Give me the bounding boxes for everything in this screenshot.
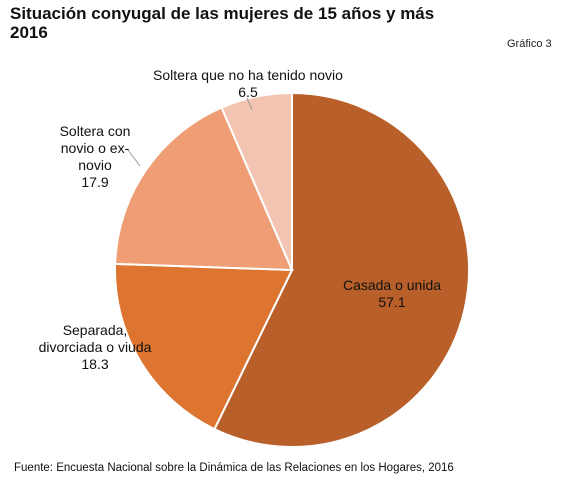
slice-value-1: 57.1: [378, 294, 405, 310]
slice-value-3: 17.9: [81, 174, 108, 190]
figure-number: Gráfico 3: [507, 38, 552, 50]
slice-label-line: Soltera que no ha tenido novio: [153, 67, 343, 83]
slice-label-line: Soltera con: [60, 123, 131, 139]
pie-slice-3: [114, 106, 294, 272]
chart-title-line2: 2016: [10, 23, 48, 42]
slice-label-line: divorciada o viuda: [39, 339, 152, 355]
slice-label-line: Separada,: [63, 322, 128, 338]
chart-title: Situación conyugal de las mujeres de 15 …: [10, 4, 480, 42]
slice-value-4: 6.5: [238, 84, 258, 100]
slice-labels: Casada o unida 57.1 Separada, divorciada o …: [39, 67, 442, 372]
slice-label-1: Casada o unida 57.1: [343, 277, 441, 310]
pie-slices: [114, 91, 470, 448]
chart-title-line1: Situación conyugal de las mujeres de 15 …: [10, 4, 435, 23]
leader-lines: [127, 97, 253, 167]
slice-label-line: novio: [78, 157, 112, 173]
slice-label-line: Casada o unida: [343, 277, 441, 293]
pie-slice-2: [114, 262, 294, 431]
pie-slice-1: [213, 91, 470, 448]
leader-line-4: [246, 97, 253, 111]
source-note: Fuente: Encuesta Nacional sobre la Dinám…: [14, 462, 454, 474]
slice-label-2: Separada, divorciada o viuda 18.3: [39, 322, 152, 372]
pie-slice-4: [220, 91, 293, 271]
slice-label-4: Soltera que no ha tenido novio 6.5: [153, 67, 343, 100]
slice-label-3: Soltera con novio o ex-novio 17.9: [60, 123, 131, 190]
slice-label-line: novio o ex-: [61, 140, 130, 156]
leader-line-3: [127, 149, 141, 167]
slice-value-2: 18.3: [81, 356, 108, 372]
